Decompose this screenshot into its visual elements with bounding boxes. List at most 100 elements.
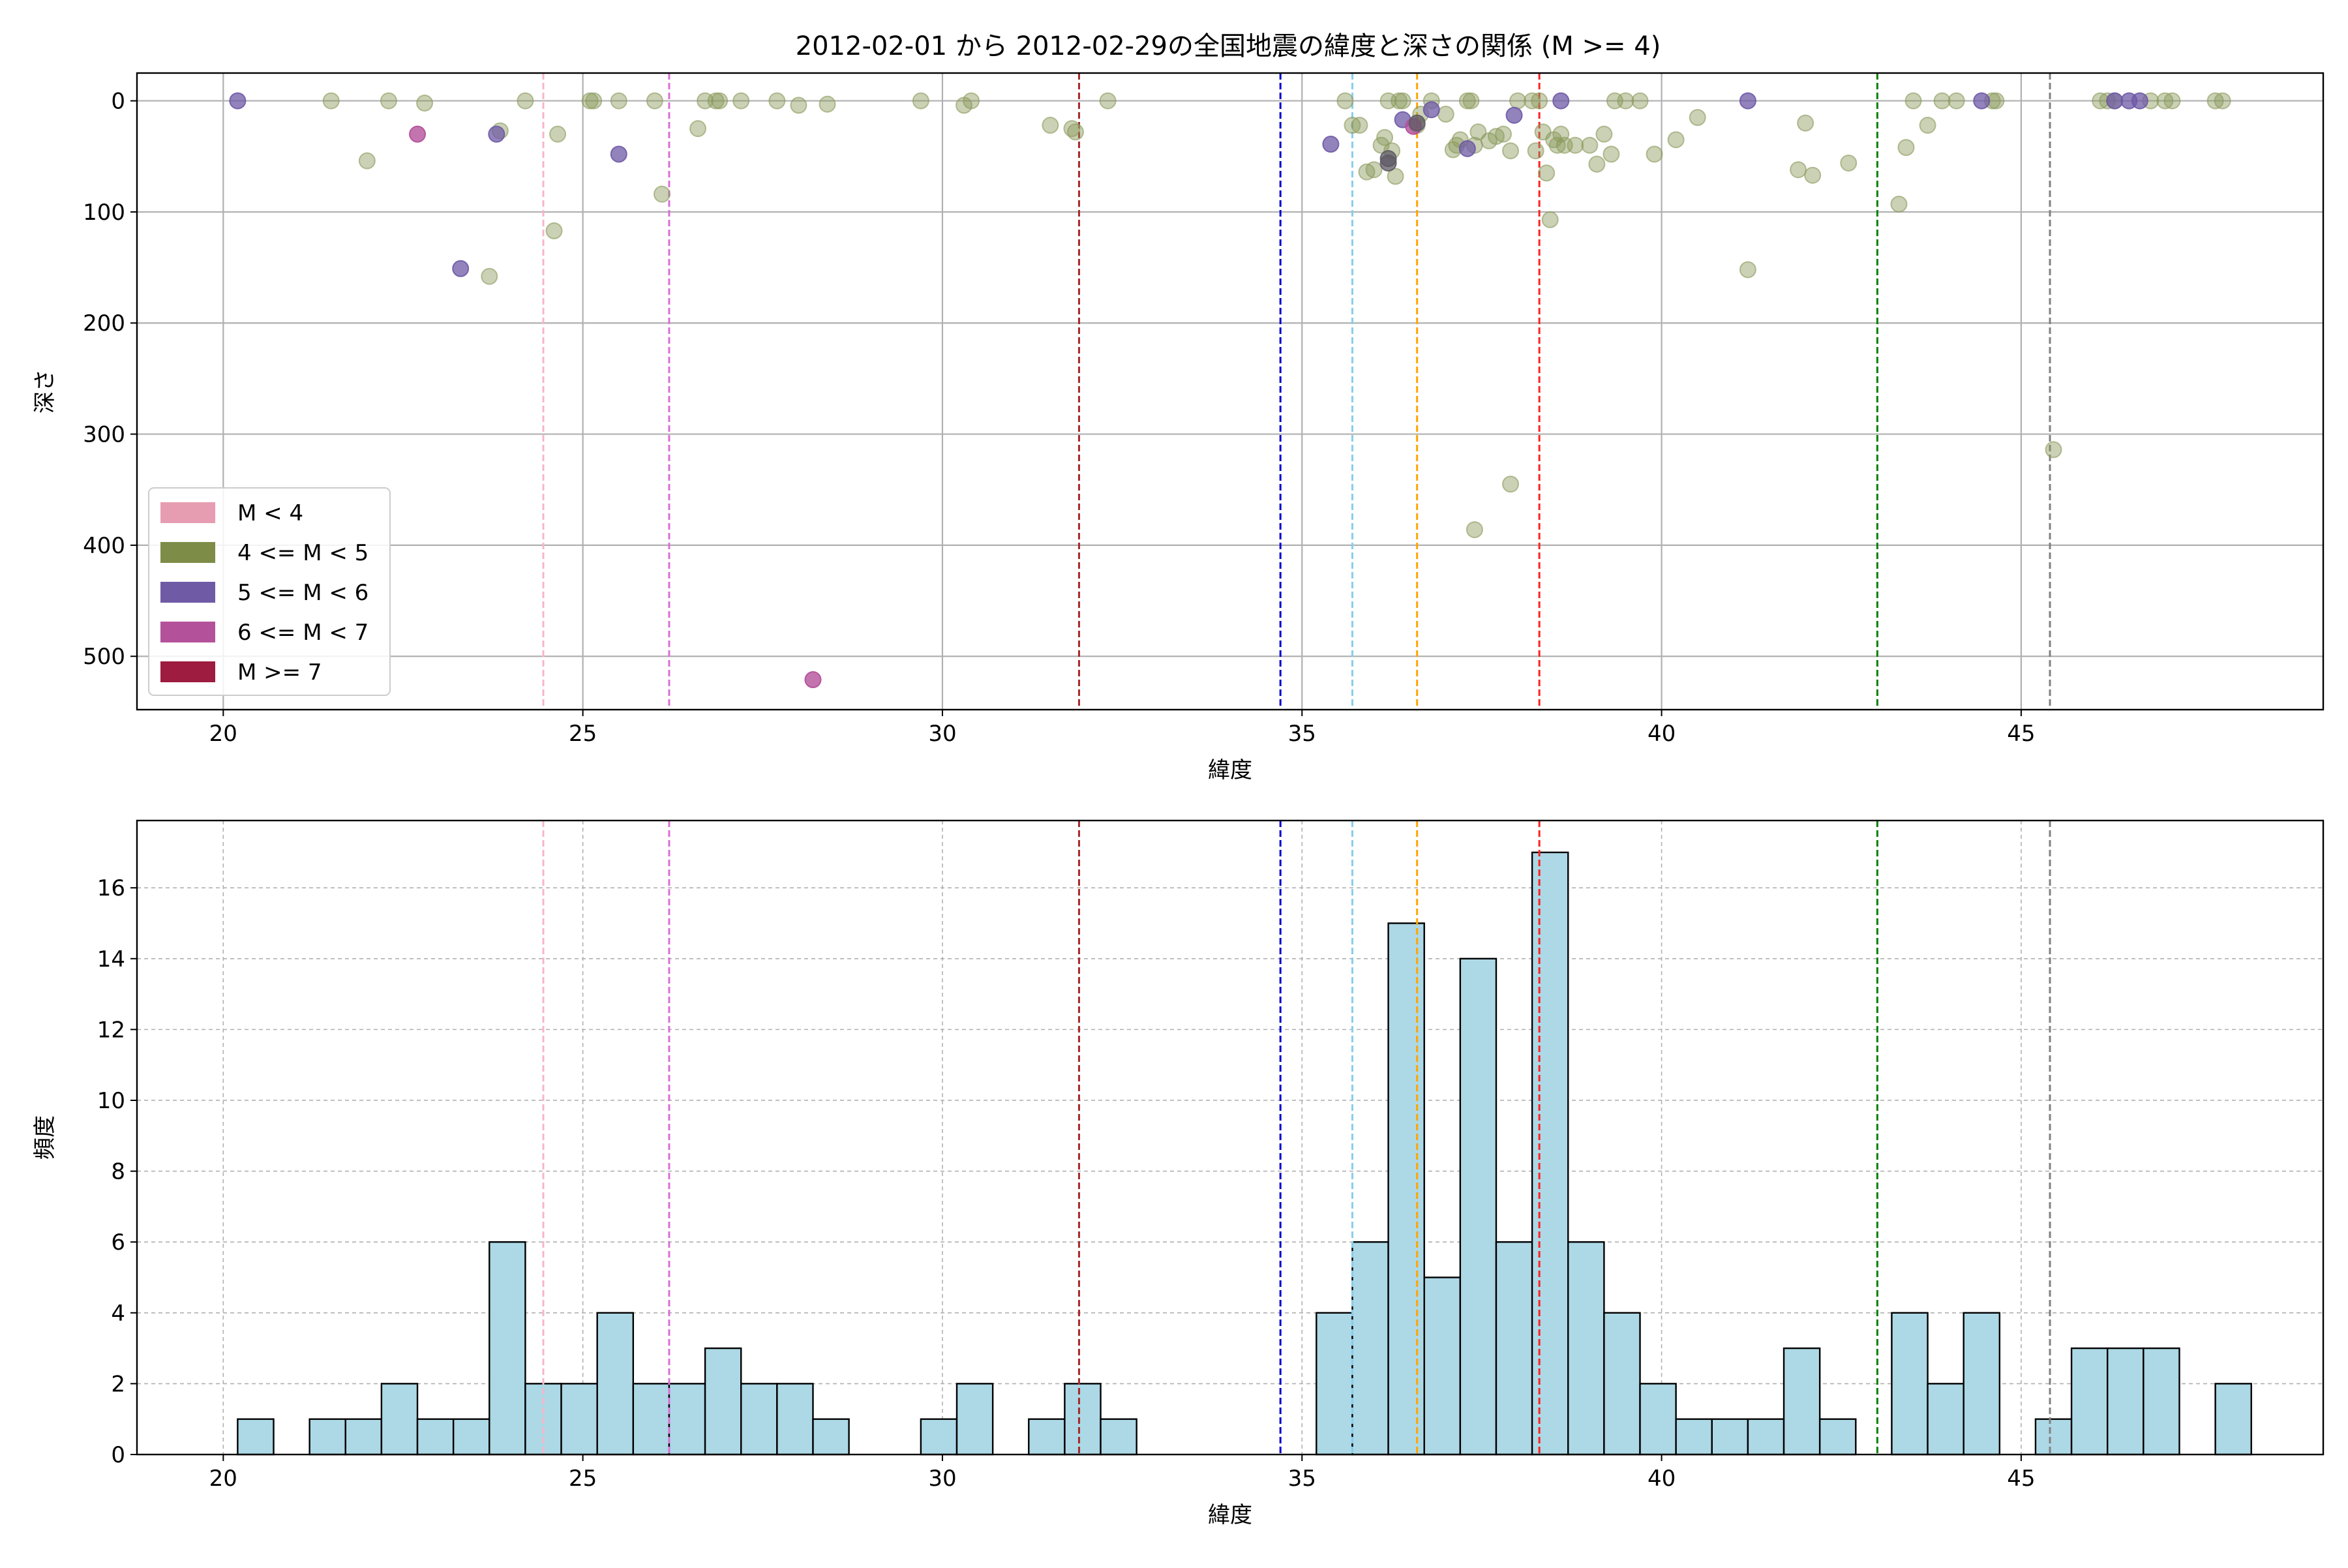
scatter-point	[646, 92, 663, 110]
scatter-point	[1538, 164, 1556, 182]
scatter-point	[790, 97, 807, 114]
scatter-point	[1422, 101, 1440, 119]
x-tick-label: 30	[928, 1466, 956, 1492]
histogram-bar	[1064, 1383, 1102, 1456]
y-tick-label: 400	[83, 533, 125, 559]
y-tick-label: 10	[97, 1088, 125, 1114]
scatter-point	[1904, 92, 1922, 110]
scatter-point	[481, 267, 498, 285]
histogram-bar	[596, 1312, 635, 1456]
scatter-point	[1365, 161, 1383, 179]
scatter-point	[912, 92, 929, 110]
scatter-point	[1502, 475, 1520, 493]
histogram-bar	[1028, 1418, 1066, 1456]
histogram-bar	[1603, 1312, 1641, 1456]
legend: M < 4 4 <= M < 5 5 <= M < 6 6 <= M < 7 M >= …	[148, 487, 391, 696]
scatter-point	[1394, 92, 1411, 110]
histogram-bar	[309, 1418, 346, 1456]
scatter-point	[1595, 125, 1613, 143]
scatter-point	[732, 92, 750, 110]
histogram-bar	[1567, 1241, 1605, 1456]
scatter-point	[819, 95, 836, 113]
histogram-bar	[2034, 1418, 2073, 1456]
scatter-point	[1603, 145, 1620, 163]
x-tick-label: 45	[2007, 1466, 2035, 1492]
scatter-point	[322, 92, 340, 110]
scatter-point	[1840, 154, 1858, 172]
y-tick-label: 4	[111, 1301, 125, 1327]
scatter-point	[1502, 142, 1520, 160]
x-tick-label: 40	[1648, 721, 1676, 747]
histogram-bar	[1927, 1383, 1964, 1456]
scatter-points	[229, 92, 2231, 689]
scatter-point	[1387, 168, 1404, 185]
scatter-point	[545, 222, 563, 239]
scatter-point	[409, 125, 427, 143]
y-tick-label: 16	[97, 875, 125, 901]
scatter-point	[2106, 92, 2124, 110]
scatter-point	[1552, 92, 1570, 110]
scatter-point	[416, 94, 434, 112]
x-axis-label: 緯度	[1208, 757, 1252, 783]
scatter-point	[1376, 128, 1394, 146]
scatter-point	[452, 260, 470, 277]
scatter-point	[1336, 92, 1354, 110]
x-tick-label: 45	[2007, 721, 2035, 747]
x-tick-label: 30	[928, 721, 956, 747]
y-tick-label: 100	[83, 200, 125, 226]
histogram-bar	[812, 1418, 850, 1456]
histogram-bar	[560, 1383, 598, 1456]
legend-swatch	[160, 622, 215, 642]
scatter-point	[610, 92, 627, 110]
plot-frame	[136, 72, 2325, 711]
histogram-bar	[1100, 1418, 1137, 1456]
scatter-point	[1739, 261, 1756, 279]
x-tick-label: 35	[1288, 1466, 1316, 1492]
scatter-point	[1667, 131, 1685, 149]
histogram-bar	[740, 1383, 778, 1456]
scatter-point	[1437, 106, 1454, 123]
scatter-point	[768, 92, 786, 110]
histogram-bar	[668, 1383, 706, 1456]
plot-frame	[136, 819, 2325, 1456]
scatter-point	[2163, 92, 2181, 110]
legend-swatch	[160, 582, 215, 603]
scatter-point	[1804, 166, 1822, 184]
histogram-bar	[704, 1347, 742, 1456]
scatter-point	[610, 145, 627, 163]
y-tick-label: 14	[97, 946, 125, 972]
x-tick-label: 25	[569, 1466, 597, 1492]
y-tick-label: 8	[111, 1159, 125, 1185]
reference-lines	[542, 821, 2051, 1455]
x-tick-label: 20	[209, 1466, 237, 1492]
y-axis-label: 頻度	[32, 1115, 58, 1160]
histogram-bar	[489, 1241, 526, 1456]
histogram-bar	[1711, 1418, 1749, 1456]
histogram-bar	[1531, 851, 1569, 1456]
histogram-bar	[632, 1383, 670, 1456]
histogram-bar	[1495, 1241, 1533, 1456]
scatter-point	[1567, 136, 1584, 154]
histogram-bar	[776, 1383, 814, 1456]
scatter-point	[1646, 145, 1663, 163]
scatter-point	[549, 125, 567, 143]
legend-label: M < 4	[237, 500, 303, 526]
scatter-point	[1462, 92, 1480, 110]
scatter-point	[1797, 114, 1814, 132]
histogram-bar	[1423, 1276, 1462, 1456]
legend-box	[148, 487, 391, 696]
y-tick-label: 500	[83, 644, 125, 670]
scatter-point	[358, 152, 376, 170]
scatter-point	[1531, 92, 1548, 110]
histogram-bars	[237, 851, 2252, 1456]
y-axis-label: 深さ	[32, 369, 58, 414]
y-tick-label: 12	[97, 1017, 125, 1043]
scatter-point	[1890, 195, 1908, 213]
histogram-panel: 20 25 30 35 40 45 0 2 4 6 8 10 12 14 16 緯度 頻度	[32, 819, 2325, 1528]
histogram-bar	[237, 1418, 275, 1456]
scatter-point	[1541, 211, 1559, 228]
histogram-bar	[1316, 1312, 1353, 1456]
x-tick-label: 25	[569, 721, 597, 747]
scatter-point	[1973, 92, 1991, 110]
scatter-point	[1322, 136, 1340, 153]
